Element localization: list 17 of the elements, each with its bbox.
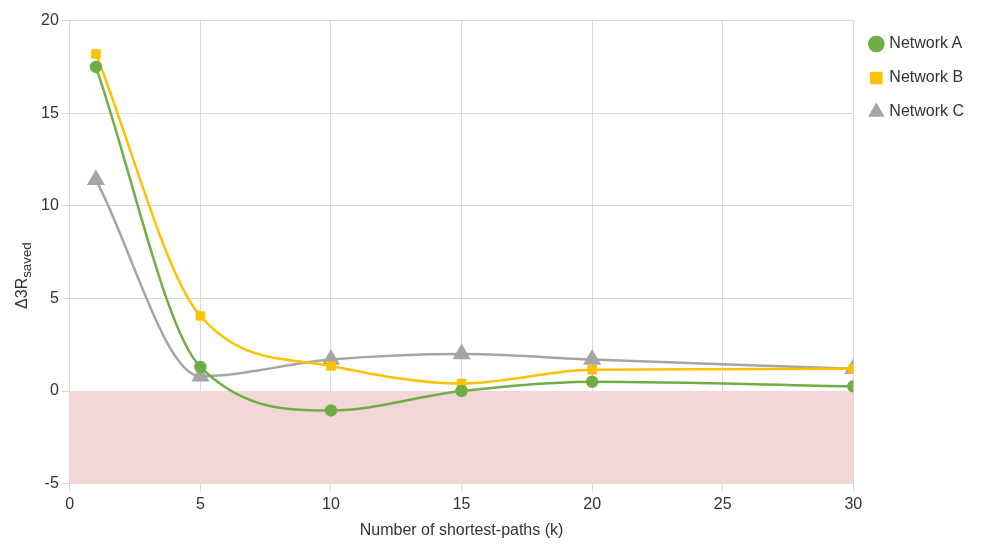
legend-label: Network C bbox=[889, 102, 965, 120]
x-tick-label: 5 bbox=[195, 494, 205, 512]
y-tick-label: -5 bbox=[44, 474, 59, 492]
x-tick-label: 15 bbox=[452, 494, 471, 512]
x-tick-label: 0 bbox=[65, 494, 75, 512]
x-tick-label: 25 bbox=[713, 494, 732, 512]
y-tick-label: 0 bbox=[49, 381, 59, 399]
x-tick-label: 10 bbox=[322, 494, 340, 512]
y-tick-label: 10 bbox=[41, 196, 59, 214]
y-tick-label: 15 bbox=[41, 103, 59, 121]
x-axis-title: Number of shortest-paths (k) bbox=[359, 520, 564, 538]
legend-label: Network B bbox=[889, 68, 964, 86]
legend-label: Network A bbox=[889, 34, 963, 52]
x-tick-label: 20 bbox=[583, 494, 602, 512]
y-tick-label: 20 bbox=[41, 11, 59, 29]
x-tick-label: 30 bbox=[844, 494, 863, 512]
y-tick-label: 5 bbox=[49, 288, 59, 306]
